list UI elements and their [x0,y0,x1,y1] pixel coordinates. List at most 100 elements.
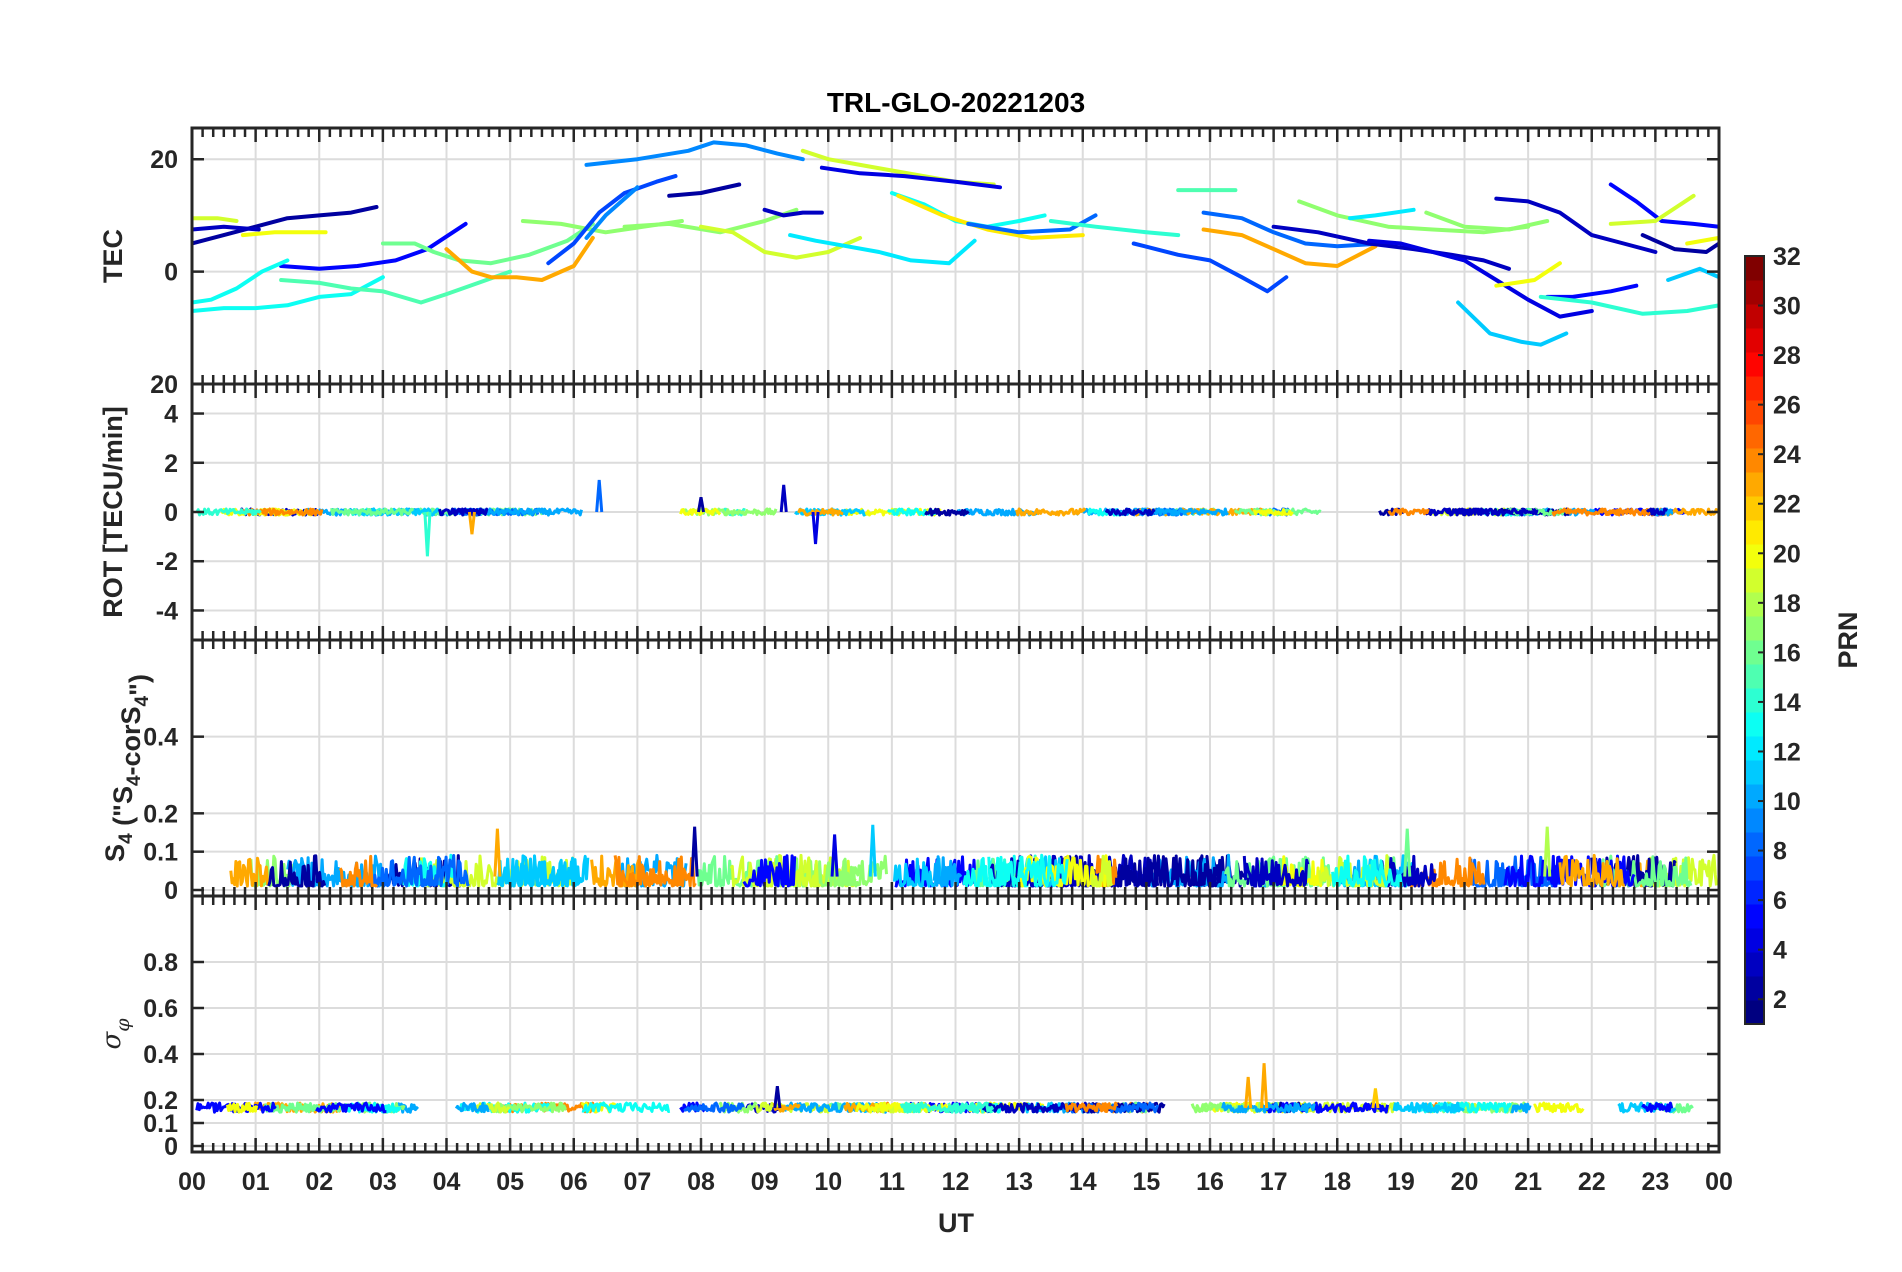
s4-series-prn-5 [1503,854,1562,888]
x-tick-label: 23 [1641,1168,1669,1196]
sigma-series-prn-16 [263,1101,352,1114]
y-tick-label: -2 [156,548,178,576]
colorbar-bin [1745,784,1764,809]
y-tick-label: 0 [164,877,178,905]
x-tick-label: 19 [1387,1168,1415,1196]
colorbar-bin [1745,880,1764,905]
colorbar-bin [1745,832,1764,857]
tec-series-prn-14 [1048,219,1181,238]
colorbar-bin [1745,544,1764,569]
colorbar-tick-label: 16 [1773,639,1801,667]
sigma-spike-prn-23 [1244,1076,1253,1109]
rot-spike-prn-4 [811,511,820,545]
y-axis-title-rot: ROT [TECU/min] [98,406,128,617]
x-tick-label: 22 [1578,1168,1606,1196]
tec-series-prn-9 [584,185,640,240]
tec-series-prn-3 [192,224,261,232]
sigma-series-prn-20 [1533,1101,1585,1114]
sigma-spike-prn-2 [773,1086,782,1109]
sigma-series-prn-11 [1392,1101,1465,1114]
x-tick-label: 16 [1196,1168,1224,1196]
sigma-series-prn-10 [1221,1101,1316,1114]
colorbar-bin [1745,616,1764,641]
colorbar-bin [1745,952,1764,977]
colorbar-bin [1745,376,1764,401]
x-tick-label: 03 [369,1168,397,1196]
tec-series-prn-11 [1456,300,1569,347]
s4-series-prn-11 [505,854,581,888]
panel-s4-data [229,824,1718,888]
chart-title: TRL-GLO-20221203 [827,87,1085,118]
colorbar-bin [1745,664,1764,689]
tec-series-prn-2 [667,182,742,198]
colorbar-tick-label: 18 [1773,590,1801,618]
colorbar-bin [1745,904,1764,929]
tec-series-prn-12 [788,233,977,266]
tec-series-prn-7 [546,174,678,266]
colorbar-bin [1745,328,1764,353]
tec-series-prn-19 [699,224,863,260]
panel-tec: 20 0 20 TEC [98,126,1721,399]
x-tick-label: 00 [178,1168,206,1196]
x-tick-label: 05 [496,1168,524,1196]
colorbar-tick-label: 2 [1773,986,1787,1014]
s4-series-prn-11 [892,857,943,888]
y-tick-label: 20 [150,371,178,399]
rot-series-prn-3 [1445,507,1491,517]
x-tick-label: 00 [1705,1168,1733,1196]
tec-series-prn-8 [1201,210,1384,249]
y-tick-label: 4 [164,401,178,429]
tec-series-prn-5 [1545,283,1639,299]
tec-series-prn-15 [279,269,513,305]
y-tick-label: 2 [164,450,178,478]
colorbar-gradient [1745,256,1764,1025]
tec-series-prn-4 [819,165,1002,190]
rot-series-prn-20 [679,507,722,517]
y-tick-label: 0.1 [143,839,178,867]
sigma-series-prn-23 [772,1102,801,1113]
y-axis-title-tec: TEC [98,229,128,283]
x-tick-label: 15 [1132,1168,1160,1196]
rot-series-prn-23 [1015,507,1087,517]
rot-series-prn-2 [924,507,970,517]
colorbar-tick-label: 8 [1773,838,1787,866]
tec-series-prn-3 [1271,224,1511,271]
x-tick-label: 09 [751,1168,779,1196]
tec-series-prn-5 [1608,182,1719,229]
tec-series-prn-20 [1685,235,1719,246]
rot-series-prn-14 [195,507,262,517]
colorbar-frame [1744,255,1765,1025]
colorbar-tick-label: 28 [1773,342,1801,370]
colorbar-tick-label: 10 [1773,788,1801,816]
colorbar-bin [1745,256,1764,281]
tec-series-prn-17 [1297,199,1531,235]
colorbar-tick-label: 20 [1773,540,1801,568]
s4-series-prn-2 [267,854,327,888]
colorbar-bin [1745,712,1764,737]
panel-tec-data [192,140,1719,347]
sigma-series-prn-10 [783,1101,889,1114]
rot-spike-prn-3 [779,484,788,513]
y-tick-label: 0.6 [143,995,178,1023]
colorbar-bin [1745,520,1764,545]
rot-series-prn-16 [330,507,414,517]
colorbar-tick-label: 24 [1773,441,1801,469]
s4-spike-prn-23 [493,828,502,877]
panel-sigma: 0.8 0.6 0.4 0.20.10 σφ [97,894,1721,1161]
tec-series-prn-3 [1494,196,1658,254]
tec-series-prn-4 [1367,238,1594,319]
s4-series-prn-8 [368,854,470,888]
x-tick-label: 21 [1514,1168,1542,1196]
tec-series-prn-23 [444,235,595,282]
colorbar-bin [1745,808,1764,833]
colorbar-bin [1745,592,1764,617]
s4-series-prn-5 [742,854,797,888]
x-tick-label: 11 [879,1168,906,1196]
x-tick-label: 06 [560,1168,588,1196]
tec-series-prn-20 [240,230,328,238]
tec-series-prn-14 [1538,294,1719,316]
colorbar-bin [1745,736,1764,761]
y-tick-label: 0 [164,259,178,287]
